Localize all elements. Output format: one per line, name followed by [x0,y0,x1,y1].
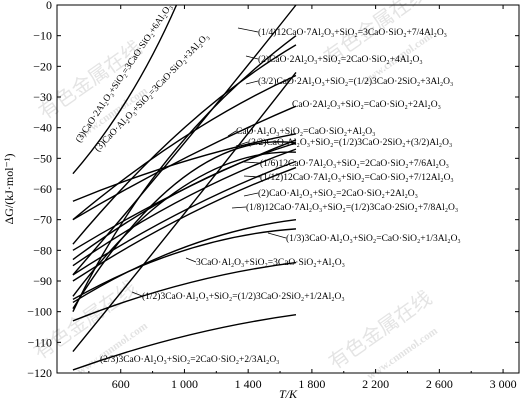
series-line [72,166,297,282]
x-tick-label: 2 600 [426,377,453,391]
curve-label: (1/6)12CaO·7Al₂O₃+SiO₂=2CaO·SiO₂+7/6Al₂O… [260,158,449,169]
leader-line [245,55,259,60]
curve-label: (2)CaO·Al₂O₃+SiO₂=2CaO·SiO₂+2Al₂O₃ [258,188,418,199]
y-tick-label: −30 [33,90,52,104]
series-line [72,261,297,322]
y-tick-label: −80 [33,243,52,257]
leader-line [245,80,259,85]
curve-label: (1/8)12CaO·7Al₂O₃+SiO₂=(1/2)3CaO·2SiO₂+7… [246,202,458,213]
y-tick-label: −10 [33,29,52,43]
leader-line [267,232,287,239]
y-tick-label: −90 [33,274,52,288]
series-line [72,139,297,251]
y-axis-title: ΔG/(kJ·mol⁻¹) [2,154,16,225]
curve-label: (3/2)CaO·Al₂O₃+SiO₂=(1/2)3CaO·2SiO₂+(3/2… [248,137,452,148]
series-line [72,151,296,297]
curve-label: CaO·Al₂O₃+SiO₂=CaO·SiO₂+Al₂O₃ [236,127,375,137]
curve-label: (1/2)3CaO·Al₂O₃+SiO₂=(1/2)3CaO·2SiO₂+1/2… [142,291,345,302]
curve-label: (2)CaO·2Al₂O₃+SiO₂=2CaO·SiO₂+4Al₂O₃ [258,54,423,65]
y-tick-label: −60 [33,182,52,196]
series-line [72,228,297,301]
leader-line [231,206,247,209]
leader-line [243,192,259,197]
y-tick-label: 0 [46,0,52,12]
curve-label: (1/4)12CaO·7Al₂O₃+SiO₂=3CaO·SiO₂+7/4Al₂O… [258,27,447,38]
series-line [72,148,297,267]
x-tick-label: 600 [112,377,130,391]
y-tick-label: −40 [33,121,52,135]
y-tick-label: −100 [27,305,52,319]
series-line [72,4,178,175]
leader-line [237,27,259,33]
series-line [72,133,297,202]
leader-line [243,175,261,178]
leader-line [185,257,197,263]
leader-line [227,130,237,137]
leader-line [131,291,143,297]
series-line [72,141,297,309]
series-line [72,218,297,304]
y-tick-label: −50 [33,151,52,165]
curves-layer [72,4,297,371]
series-line [72,314,297,371]
curve-label: 3CaO·Al₂O₃+SiO₂=3CaO·SiO₂+Al₂O₃ [196,258,345,268]
curve-label: (3/2)CaO·2Al₂O₃+SiO₂=(1/2)3CaO·2SiO₂+3Al… [258,76,453,87]
series-line [72,72,297,352]
curve-label: (1/12)12CaO·7Al₂O₃+SiO₂=CaO·SiO₂+7/12Al₂… [260,172,454,183]
series-line [72,4,297,276]
x-tick-label: 3 000 [490,377,517,391]
x-tick-label: 2 200 [362,377,389,391]
curve-label: CaO·2Al₂O₃+SiO₂=CaO·SiO₂+2Al₂O₃ [292,100,441,110]
series-line [72,105,297,221]
y-tick-label: −120 [27,366,52,380]
x-axis-title: T/K [279,387,298,401]
y-tick-label: −110 [28,335,52,349]
leader-line [243,161,261,164]
y-tick-label: −20 [33,59,52,73]
curve-label: (1/3)3CaO·Al₂O₃+SiO₂=CaO·SiO₂+1/3Al₂O₃ [286,233,461,244]
x-tick-label: 1 800 [298,377,325,391]
leader-line [235,141,249,147]
curve-label: (2/3)3CaO·Al₂O₃+SiO₂=2CaO·SiO₂+2/3Al₂O₃ [100,354,280,365]
series-line [72,74,297,221]
series-line [72,44,297,245]
y-tick-label: −70 [33,213,52,227]
x-tick-label: 1 000 [171,377,198,391]
x-tick-label: 1 400 [235,377,262,391]
axes-layer: 600 1 000 1 400 1 800 2 200 2 600 3 000 0 −10 −20… [2,0,520,401]
